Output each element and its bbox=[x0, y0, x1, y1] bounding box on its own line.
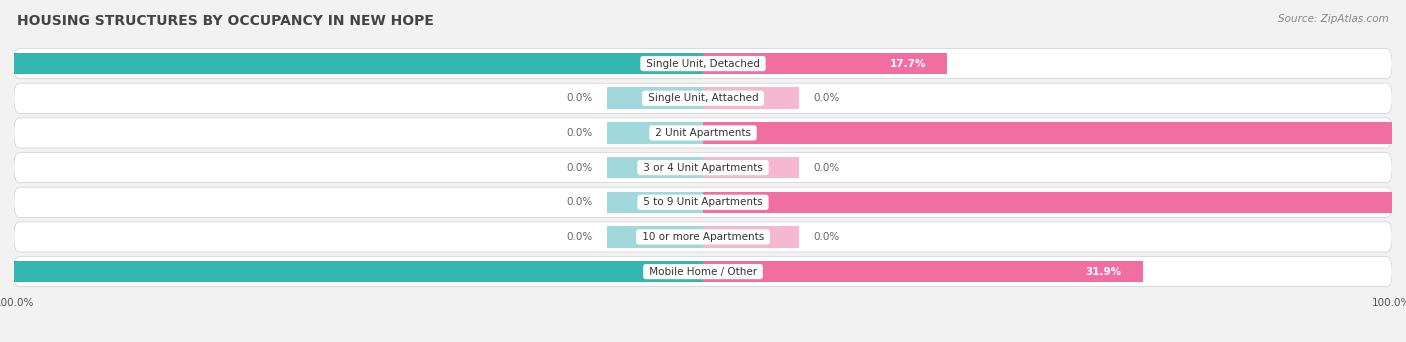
Text: 0.0%: 0.0% bbox=[813, 162, 839, 173]
Bar bbox=[703, 192, 1406, 213]
Bar bbox=[703, 88, 800, 109]
Bar bbox=[0, 261, 703, 282]
Text: 0.0%: 0.0% bbox=[813, 93, 839, 103]
Text: 0.0%: 0.0% bbox=[813, 232, 839, 242]
Text: 5 to 9 Unit Apartments: 5 to 9 Unit Apartments bbox=[640, 197, 766, 207]
FancyBboxPatch shape bbox=[14, 222, 1392, 252]
Text: Single Unit, Attached: Single Unit, Attached bbox=[644, 93, 762, 103]
Bar bbox=[703, 53, 946, 74]
Bar bbox=[703, 261, 1143, 282]
Text: 0.0%: 0.0% bbox=[567, 232, 593, 242]
FancyBboxPatch shape bbox=[14, 49, 1392, 79]
Bar bbox=[606, 88, 703, 109]
Bar bbox=[606, 192, 703, 213]
Text: 0.0%: 0.0% bbox=[567, 93, 593, 103]
FancyBboxPatch shape bbox=[14, 256, 1392, 287]
Text: Single Unit, Detached: Single Unit, Detached bbox=[643, 58, 763, 69]
Text: 2 Unit Apartments: 2 Unit Apartments bbox=[652, 128, 754, 138]
Text: 31.9%: 31.9% bbox=[1085, 266, 1122, 277]
Text: 10 or more Apartments: 10 or more Apartments bbox=[638, 232, 768, 242]
Bar bbox=[703, 226, 800, 248]
Bar bbox=[703, 157, 800, 178]
Text: HOUSING STRUCTURES BY OCCUPANCY IN NEW HOPE: HOUSING STRUCTURES BY OCCUPANCY IN NEW H… bbox=[17, 14, 433, 28]
FancyBboxPatch shape bbox=[14, 153, 1392, 183]
FancyBboxPatch shape bbox=[14, 118, 1392, 148]
Bar bbox=[606, 122, 703, 144]
Text: 0.0%: 0.0% bbox=[567, 162, 593, 173]
Bar bbox=[606, 157, 703, 178]
Text: 0.0%: 0.0% bbox=[567, 128, 593, 138]
Text: 17.7%: 17.7% bbox=[890, 58, 927, 69]
Text: 3 or 4 Unit Apartments: 3 or 4 Unit Apartments bbox=[640, 162, 766, 173]
Text: Source: ZipAtlas.com: Source: ZipAtlas.com bbox=[1278, 14, 1389, 24]
Bar bbox=[606, 226, 703, 248]
Text: Mobile Home / Other: Mobile Home / Other bbox=[645, 266, 761, 277]
Bar bbox=[703, 122, 1406, 144]
Text: 0.0%: 0.0% bbox=[567, 197, 593, 207]
FancyBboxPatch shape bbox=[14, 83, 1392, 113]
FancyBboxPatch shape bbox=[14, 187, 1392, 217]
Bar bbox=[0, 53, 703, 74]
